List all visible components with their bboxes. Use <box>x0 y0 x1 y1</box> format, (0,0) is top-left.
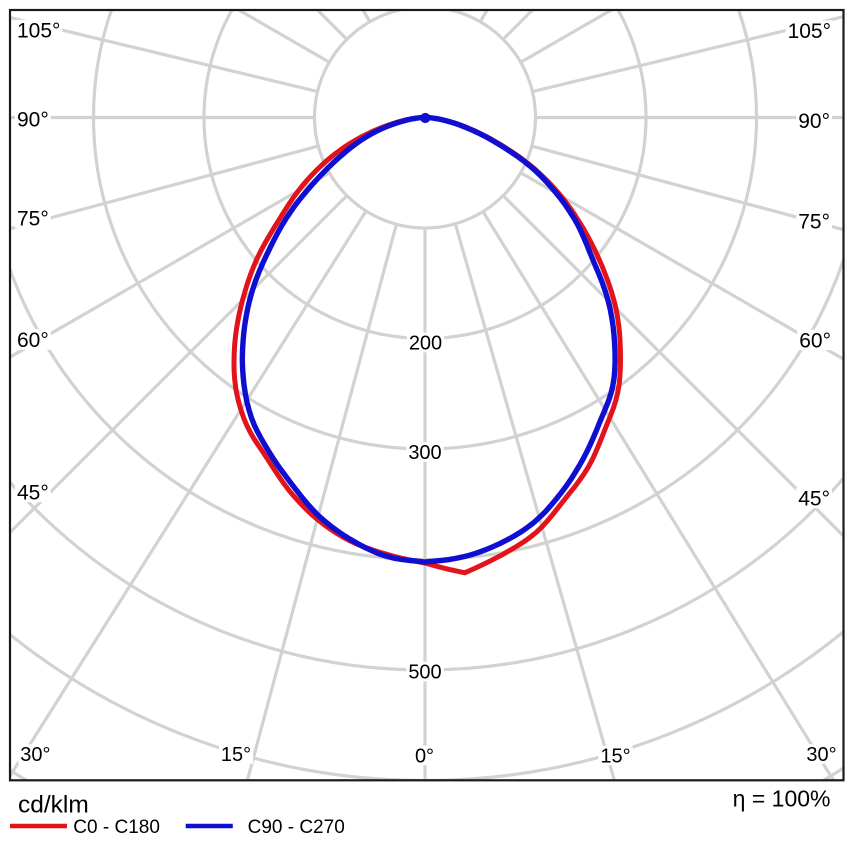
svg-text:105°: 105° <box>17 20 60 43</box>
svg-text:500: 500 <box>408 662 441 684</box>
svg-text:cd/klm: cd/klm <box>18 792 89 819</box>
svg-text:300: 300 <box>408 442 441 464</box>
svg-text:15°: 15° <box>600 746 630 768</box>
svg-text:200: 200 <box>409 333 442 355</box>
svg-text:90°: 90° <box>798 110 830 133</box>
svg-text:60°: 60° <box>799 330 831 353</box>
svg-text:0°: 0° <box>415 746 434 768</box>
svg-text:15°: 15° <box>221 744 251 766</box>
svg-text:η = 100%: η = 100% <box>733 786 831 812</box>
svg-text:30°: 30° <box>806 744 836 766</box>
svg-text:C90 - C270: C90 - C270 <box>248 817 345 838</box>
svg-text:45°: 45° <box>17 482 49 505</box>
svg-text:45°: 45° <box>798 488 830 511</box>
svg-text:75°: 75° <box>17 208 49 231</box>
svg-text:75°: 75° <box>798 211 830 234</box>
svg-text:90°: 90° <box>17 109 49 132</box>
svg-text:105°: 105° <box>788 20 831 43</box>
svg-text:30°: 30° <box>20 744 50 766</box>
svg-text:60°: 60° <box>17 329 49 352</box>
svg-text:C0 - C180: C0 - C180 <box>73 817 160 838</box>
